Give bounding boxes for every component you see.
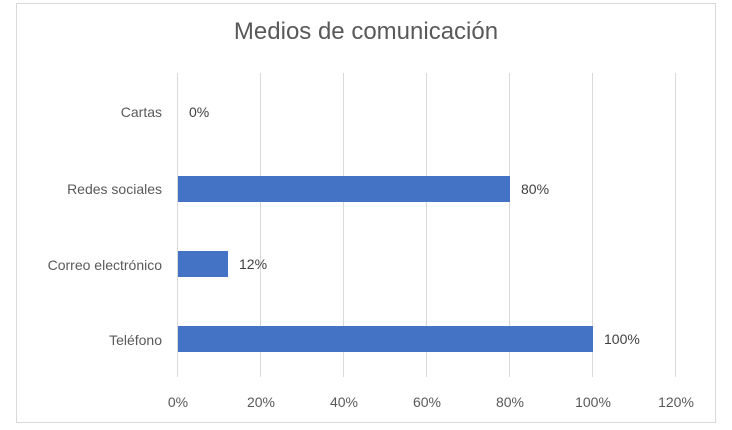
x-tick-label: 20% [246, 394, 276, 410]
gridline [509, 73, 510, 377]
gridline [592, 73, 593, 377]
gridline [675, 73, 676, 377]
x-tick-label: 100% [575, 394, 611, 410]
chart-frame [16, 3, 716, 423]
x-tick-label: 80% [495, 394, 525, 410]
data-label: 80% [521, 181, 550, 197]
gridline [426, 73, 427, 377]
x-tick-label: 60% [412, 394, 442, 410]
category-label: Cartas [120, 104, 162, 120]
data-label: 100% [604, 331, 640, 347]
data-label: 12% [239, 256, 268, 272]
data-label: 0% [189, 104, 210, 120]
x-tick-label: 40% [329, 394, 359, 410]
chart-title: Medios de comunicación [233, 18, 499, 45]
plot-area [177, 73, 676, 377]
bar [178, 326, 593, 352]
x-tick-label: 120% [658, 394, 694, 410]
gridline [177, 73, 178, 377]
bar [178, 251, 228, 277]
gridline [260, 73, 261, 377]
category-label: Redes sociales [67, 181, 162, 197]
gridline [343, 73, 344, 377]
category-label: Teléfono [109, 332, 162, 348]
x-tick-label: 0% [167, 394, 189, 410]
category-label: Correo electrónico [47, 257, 162, 273]
bar [178, 176, 510, 202]
